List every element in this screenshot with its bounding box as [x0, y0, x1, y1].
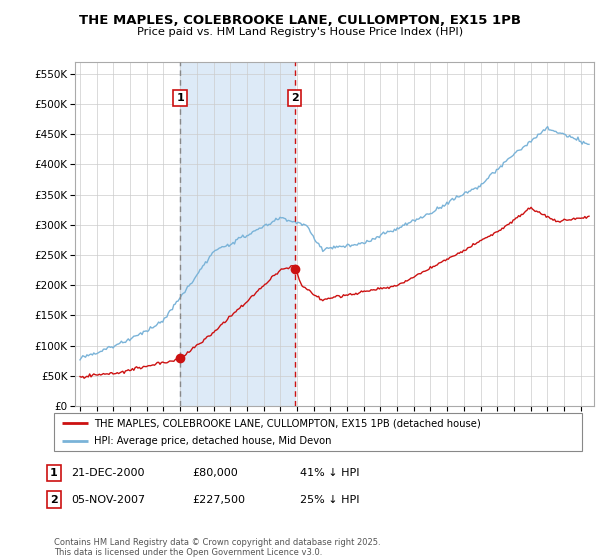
Text: Price paid vs. HM Land Registry's House Price Index (HPI): Price paid vs. HM Land Registry's House … — [137, 27, 463, 37]
Text: 25% ↓ HPI: 25% ↓ HPI — [300, 494, 359, 505]
Text: THE MAPLES, COLEBROOKE LANE, CULLOMPTON, EX15 1PB: THE MAPLES, COLEBROOKE LANE, CULLOMPTON,… — [79, 14, 521, 27]
Bar — [180, 62, 295, 406]
Text: 21-DEC-2000: 21-DEC-2000 — [71, 468, 145, 478]
Text: 1: 1 — [176, 93, 184, 103]
Text: £80,000: £80,000 — [192, 468, 238, 478]
Text: 2: 2 — [291, 93, 299, 103]
Text: 41% ↓ HPI: 41% ↓ HPI — [300, 468, 359, 478]
Text: HPI: Average price, detached house, Mid Devon: HPI: Average price, detached house, Mid … — [94, 436, 331, 446]
Text: Contains HM Land Registry data © Crown copyright and database right 2025.
This d: Contains HM Land Registry data © Crown c… — [54, 538, 380, 557]
Text: 1: 1 — [50, 468, 58, 478]
Text: 05-NOV-2007: 05-NOV-2007 — [71, 494, 145, 505]
Text: 2: 2 — [50, 494, 58, 505]
Text: THE MAPLES, COLEBROOKE LANE, CULLOMPTON, EX15 1PB (detached house): THE MAPLES, COLEBROOKE LANE, CULLOMPTON,… — [94, 418, 481, 428]
Text: £227,500: £227,500 — [192, 494, 245, 505]
